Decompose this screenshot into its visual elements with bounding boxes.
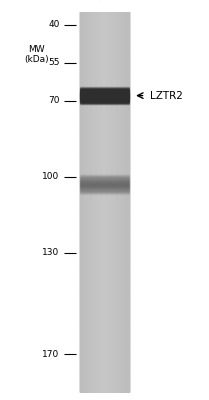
Text: 100: 100 [42, 172, 59, 181]
Text: 170: 170 [42, 350, 59, 358]
Bar [80, 12, 129, 392]
Text: 70: 70 [48, 96, 59, 105]
Text: 130: 130 [42, 248, 59, 257]
Text: MW
(kDa): MW (kDa) [25, 45, 49, 64]
Text: LZTR2: LZTR2 [150, 91, 182, 101]
Text: 55: 55 [48, 58, 59, 67]
Text: A549: A549 [95, 0, 122, 2]
Text: 40: 40 [48, 20, 59, 29]
